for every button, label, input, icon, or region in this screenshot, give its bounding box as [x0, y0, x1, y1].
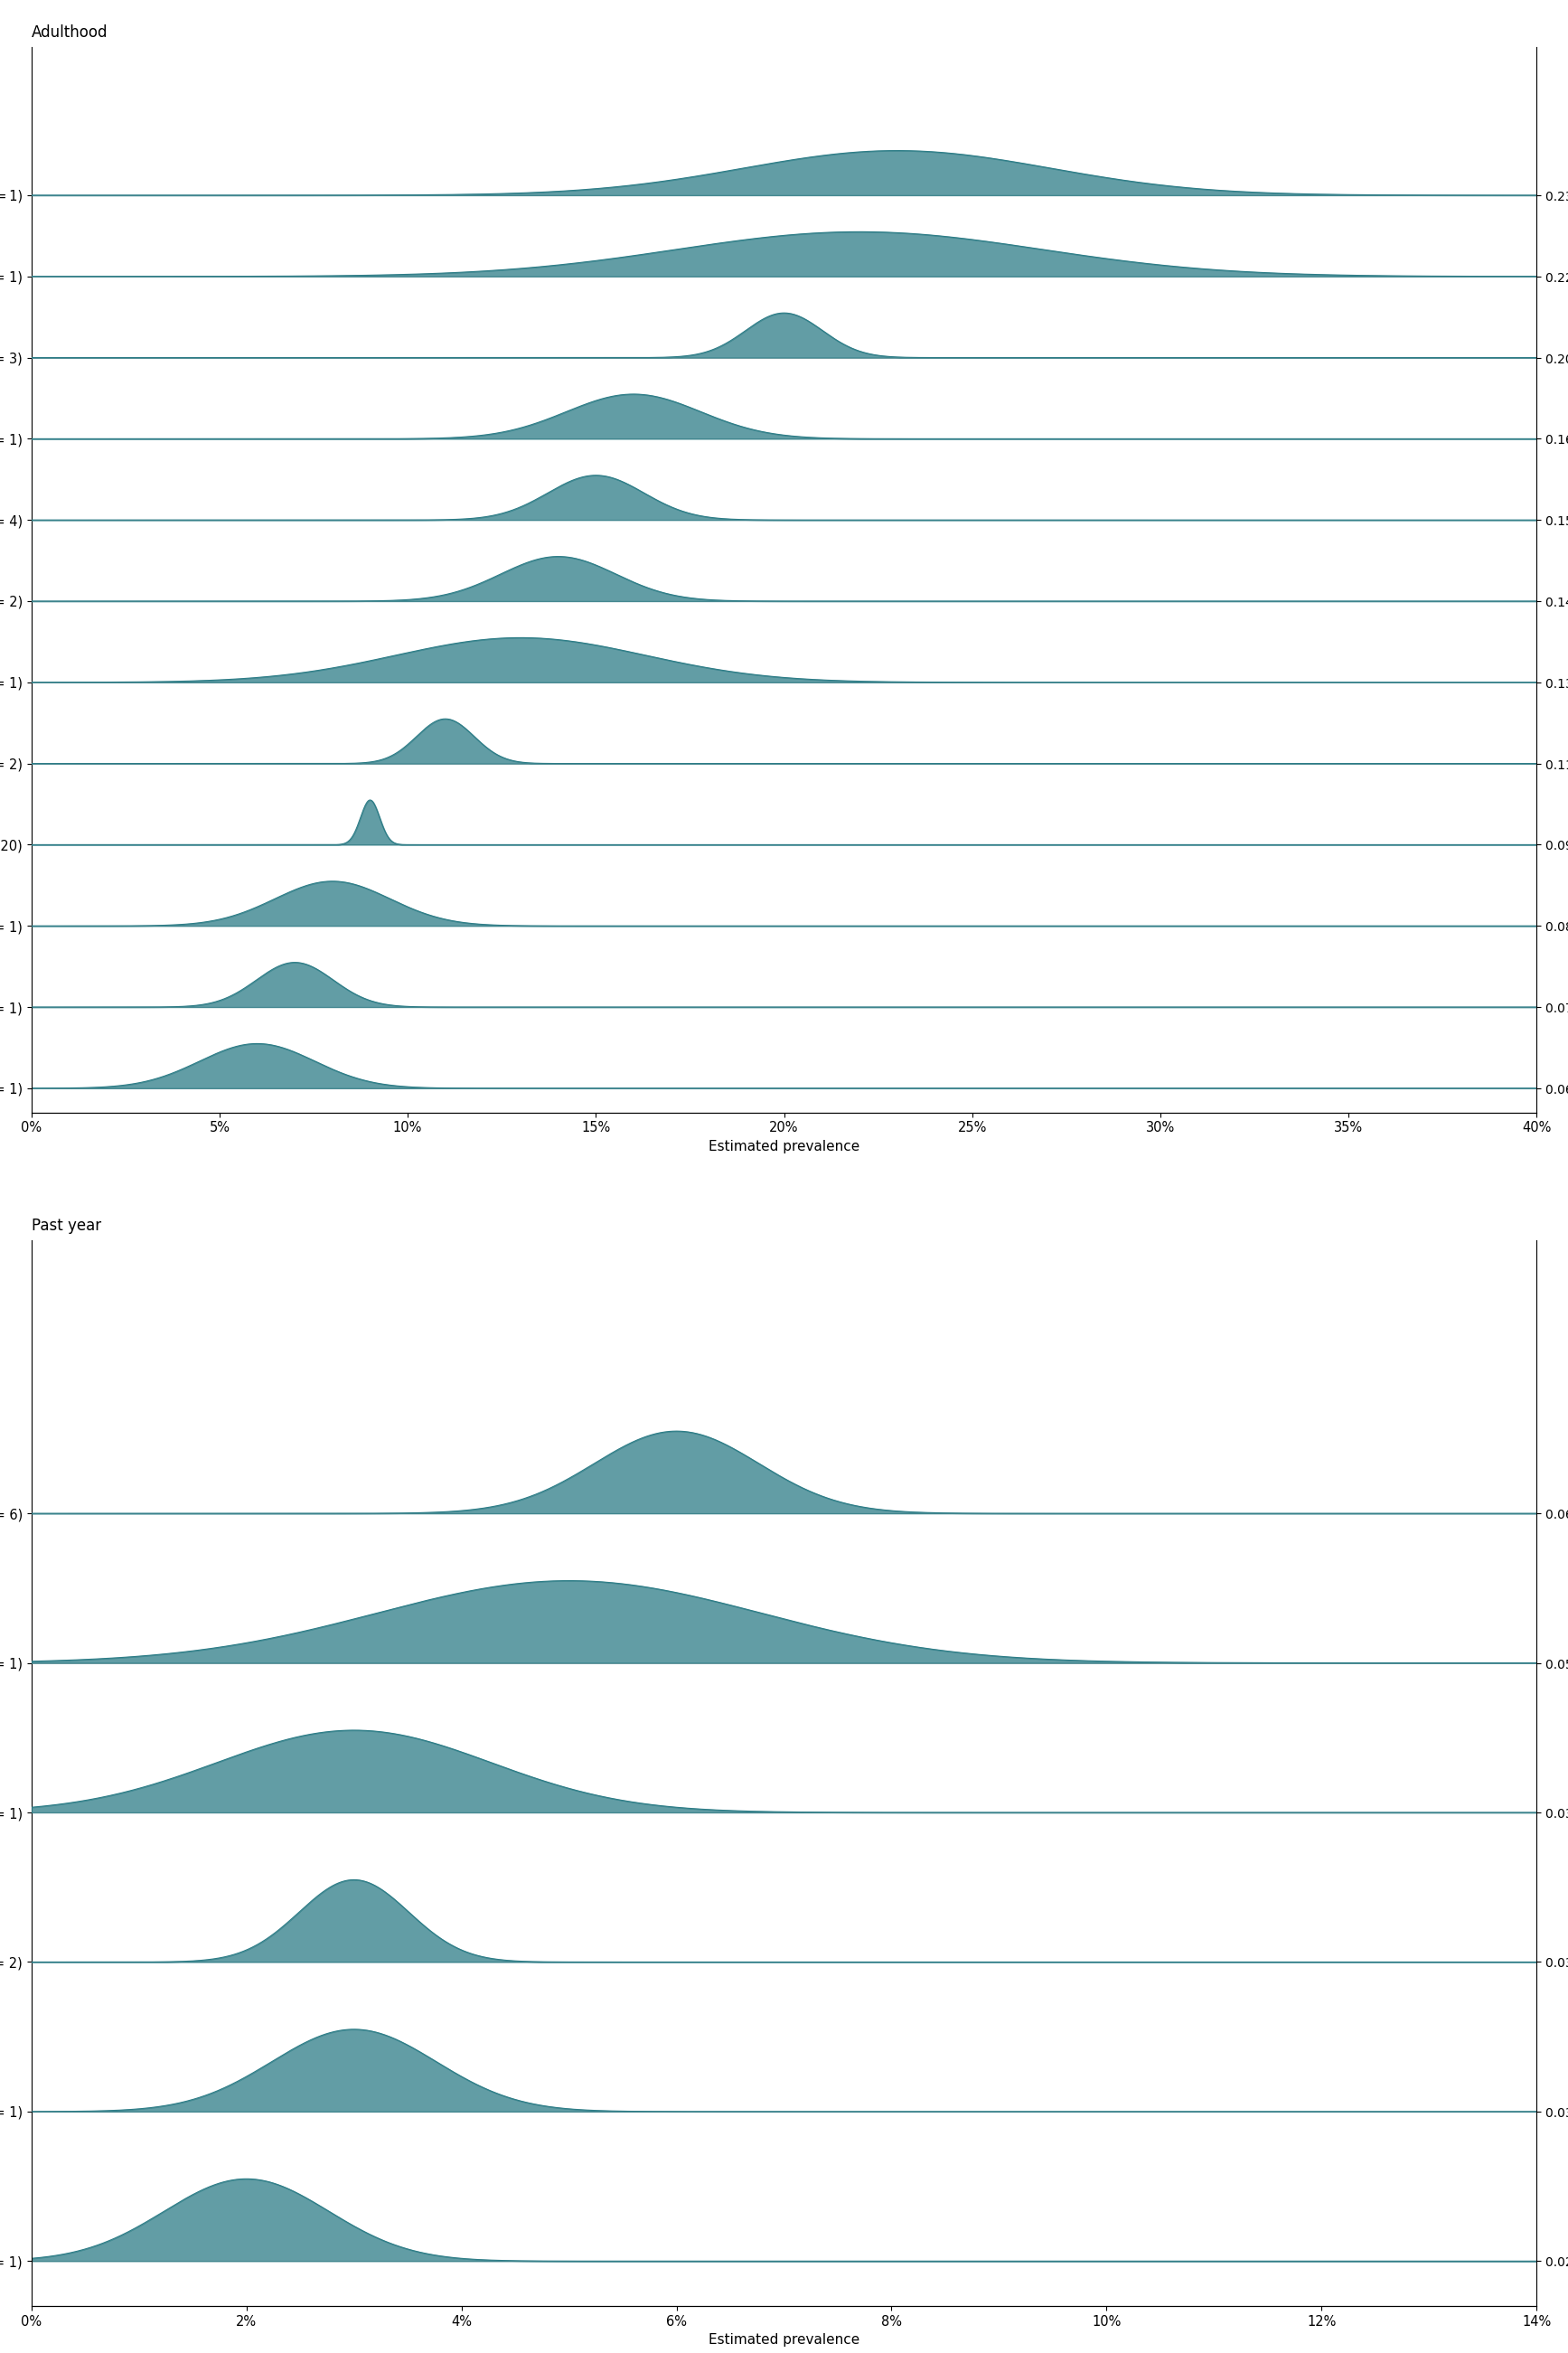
X-axis label: Estimated prevalence: Estimated prevalence: [709, 1139, 859, 1153]
X-axis label: Estimated prevalence: Estimated prevalence: [709, 2334, 859, 2346]
Text: Past year: Past year: [31, 1219, 100, 1233]
Text: Adulthood: Adulthood: [31, 24, 108, 40]
